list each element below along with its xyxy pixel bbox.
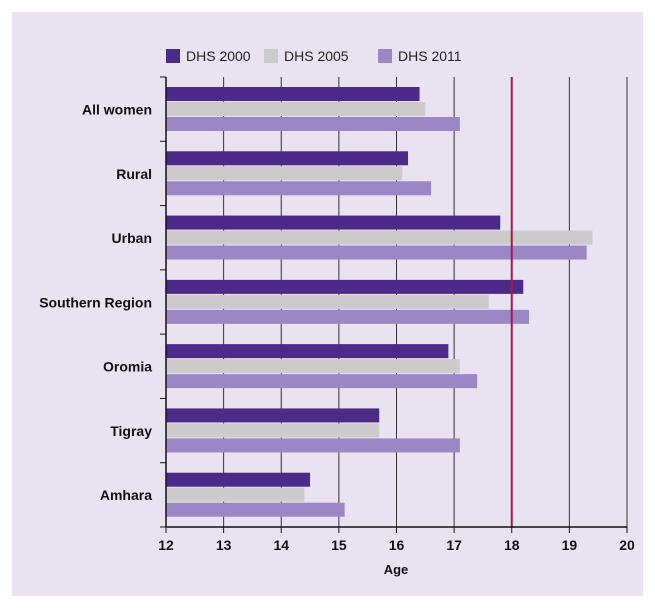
x-tick-label: 19: [562, 537, 578, 553]
x-tick-label: 20: [619, 537, 635, 553]
x-axis-title: Age: [384, 562, 409, 577]
category-label: Southern Region: [39, 294, 152, 310]
bar-southern-region-dhs-2011: [166, 309, 530, 324]
bar-tigray-dhs-2011: [166, 438, 460, 453]
bar-rural-dhs-2000: [166, 151, 409, 166]
bar-oromia-dhs-2011: [166, 374, 478, 389]
x-tick-label: 17: [446, 537, 462, 553]
bar-all-women-dhs-2011: [166, 117, 460, 131]
x-tick-label: 15: [331, 537, 347, 553]
legend-swatch-3: [378, 49, 392, 63]
bar-tigray-dhs-2000: [166, 408, 380, 423]
category-label: Urban: [112, 230, 152, 246]
bar-all-women-dhs-2000: [166, 87, 420, 101]
category-label: Oromia: [103, 359, 152, 375]
legend-swatch-1: [166, 49, 180, 63]
x-tick-label: 16: [389, 537, 405, 553]
legend-label: DHS 2000: [186, 48, 251, 64]
bar-urban-dhs-2000: [166, 215, 501, 230]
bar-oromia-dhs-2000: [166, 344, 449, 359]
legend-label: DHS 2005: [284, 48, 349, 64]
x-tick-label: 14: [273, 537, 289, 553]
bar-all-women-dhs-2005: [166, 102, 426, 116]
bar-tigray-dhs-2005: [166, 423, 380, 438]
bar-amhara-dhs-2011: [166, 502, 345, 517]
bar-southern-region-dhs-2005: [166, 294, 489, 309]
legend: DHS 2000 DHS 2005 DHS 2011: [166, 48, 462, 64]
legend-swatch-2: [264, 49, 278, 63]
bar-amhara-dhs-2000: [166, 472, 311, 487]
bar-southern-region-dhs-2000: [166, 279, 524, 294]
x-tick-label: 12: [158, 537, 174, 553]
category-label: Rural: [116, 166, 152, 182]
legend-label: DHS 2011: [398, 48, 462, 64]
category-label: Amhara: [100, 487, 152, 503]
bars: [166, 87, 593, 517]
x-tick-label: 13: [216, 537, 232, 553]
axes: [160, 76, 628, 533]
category-label: All women: [82, 102, 152, 118]
bar-amhara-dhs-2005: [166, 487, 305, 502]
category-label: Tigray: [110, 423, 152, 439]
bar-rural-dhs-2005: [166, 166, 403, 181]
category-labels: All women Rural Urban Southern Region Oromia…: [39, 102, 152, 504]
tick-labels: 12 13 14 15 16 17 18 19 20: [158, 537, 635, 553]
bar-urban-dhs-2011: [166, 245, 587, 260]
bar-oromia-dhs-2005: [166, 359, 460, 374]
bar-rural-dhs-2011: [166, 181, 432, 196]
x-tick-label: 18: [504, 537, 520, 553]
bar-urban-dhs-2005: [166, 230, 593, 245]
